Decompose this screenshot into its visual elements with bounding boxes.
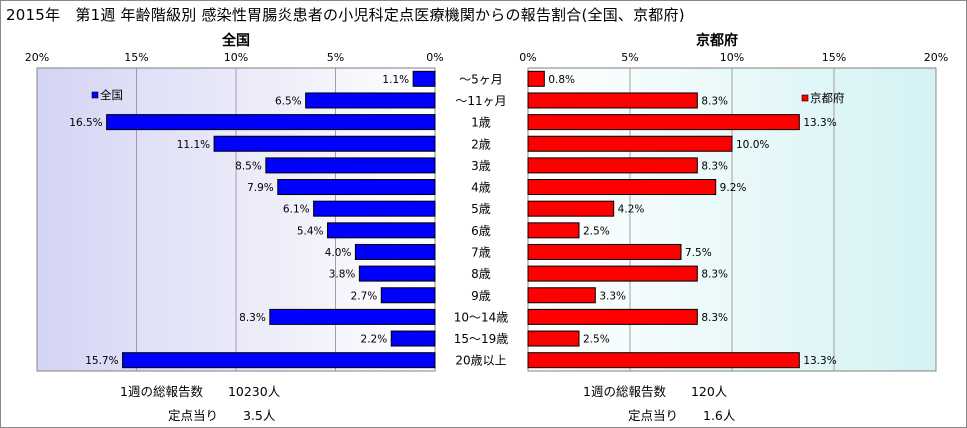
national-data-label: 8.5% — [235, 160, 262, 172]
national-data-label: 2.2% — [361, 334, 388, 346]
kyoto-panel: 0% 5% 10% 15% 20% 京都府 0.8% 8.3% 13.3% 10.0% 8.3% 9.… — [519, 32, 948, 372]
national-bar — [213, 135, 436, 152]
kyoto-bar — [527, 265, 698, 282]
kyoto-data-label: 8.3% — [701, 95, 728, 107]
kyoto-data-label: 2.5% — [583, 334, 610, 346]
national-data-label: 3.8% — [329, 269, 356, 281]
kyoto-bar — [527, 92, 698, 109]
national-bar — [122, 352, 436, 369]
national-bar — [412, 70, 436, 87]
kyoto-tick-label: 5% — [621, 51, 638, 64]
national-data-label: 2.7% — [351, 290, 378, 302]
national-legend-swatch — [91, 91, 99, 99]
kyoto-tick-label: 10% — [720, 51, 744, 64]
kyoto-data-label: 8.3% — [701, 269, 728, 281]
kyoto-data-label: 7.5% — [685, 247, 712, 259]
kyoto-data-label: 10.0% — [736, 139, 769, 151]
national-tick-label: 20% — [25, 51, 49, 64]
kyoto-tick-label: 20% — [924, 51, 948, 64]
kyoto-legend-swatch — [801, 94, 809, 102]
national-data-label: 4.0% — [325, 247, 352, 259]
kyoto-data-label: 8.3% — [701, 160, 728, 172]
kyoto-tick-label: 15% — [822, 51, 846, 64]
kyoto-bar — [527, 287, 596, 304]
national-panel-title: 全国 — [221, 32, 250, 49]
kyoto-data-label: 13.3% — [803, 117, 836, 129]
category-label: 20歳以上 — [455, 354, 506, 368]
category-label: ～5ヶ月 — [459, 72, 503, 86]
kyoto-data-label: 0.8% — [548, 74, 575, 86]
national-total-reports: 1週の総報告数 10230人 — [120, 384, 281, 399]
national-legend-label: 全国 — [100, 88, 123, 102]
national-data-label: 8.3% — [239, 312, 266, 324]
category-label: 1歳 — [471, 116, 491, 130]
national-data-label: 7.9% — [247, 182, 274, 194]
national-tick-label: 15% — [124, 51, 148, 64]
national-bar — [390, 330, 436, 347]
kyoto-bar — [527, 330, 580, 347]
kyoto-legend: 京都府 — [801, 91, 845, 105]
kyoto-bar — [527, 114, 800, 131]
kyoto-total-reports: 1週の総報告数 120人 — [583, 384, 728, 399]
kyoto-panel-title: 京都府 — [696, 32, 738, 49]
category-label: 8歳 — [471, 267, 491, 281]
national-bar — [354, 243, 436, 260]
kyoto-bar — [527, 179, 717, 196]
kyoto-per-site: 定点当り 1.6人 — [628, 408, 736, 423]
national-data-label: 6.5% — [275, 95, 302, 107]
national-bar — [106, 114, 436, 131]
category-label: 5歳 — [471, 202, 491, 216]
national-data-label: 15.7% — [85, 355, 118, 367]
national-bar — [265, 157, 436, 174]
national-bar — [305, 92, 436, 109]
page-title: 2015年 第1週 年齢階級別 感染性胃腸炎患者の小児科定点医療機関からの報告割… — [6, 6, 685, 24]
kyoto-bar — [527, 135, 733, 152]
kyoto-bar — [527, 70, 545, 87]
national-legend: 全国 — [91, 88, 123, 102]
kyoto-bar — [527, 243, 682, 260]
national-data-label: 11.1% — [177, 139, 210, 151]
category-label: 10～14歳 — [454, 310, 509, 324]
national-data-label: 16.5% — [69, 117, 102, 129]
kyoto-bar — [527, 222, 580, 239]
national-data-label: 6.1% — [283, 204, 310, 216]
kyoto-data-label: 8.3% — [701, 312, 728, 324]
national-bar — [277, 179, 436, 196]
national-tick-label: 10% — [224, 51, 248, 64]
national-tick-label: 0% — [426, 51, 443, 64]
national-bar — [327, 222, 436, 239]
kyoto-bar — [527, 308, 698, 325]
national-data-label: 5.4% — [297, 225, 324, 237]
national-panel: 20% 15% 10% 5% 0% 全国 1.1% 6.5% 16.5% 11.1% 8.5% 7.9… — [25, 32, 444, 372]
category-label: 3歳 — [471, 159, 491, 173]
kyoto-legend-label: 京都府 — [810, 91, 845, 105]
category-label: 4歳 — [471, 181, 491, 195]
national-bar — [358, 265, 436, 282]
kyoto-data-label: 4.2% — [618, 204, 645, 216]
national-bar — [380, 287, 436, 304]
national-tick-label: 5% — [327, 51, 344, 64]
category-label: 6歳 — [471, 224, 491, 238]
kyoto-bar — [527, 352, 800, 369]
category-label: 2歳 — [471, 137, 491, 151]
kyoto-tick-label: 0% — [519, 51, 536, 64]
national-bar — [313, 200, 436, 217]
category-label: ～11ヶ月 — [455, 94, 506, 108]
national-per-site: 定点当り 3.5人 — [168, 408, 276, 423]
kyoto-data-label: 3.3% — [599, 290, 626, 302]
national-data-label: 1.1% — [382, 74, 409, 86]
national-bar — [269, 308, 436, 325]
category-label: 15～19歳 — [454, 332, 509, 346]
category-label: 7歳 — [471, 245, 491, 259]
kyoto-bar — [527, 157, 698, 174]
kyoto-data-label: 13.3% — [803, 355, 836, 367]
kyoto-bar — [527, 200, 615, 217]
category-label: 9歳 — [471, 289, 491, 303]
kyoto-data-label: 2.5% — [583, 225, 610, 237]
kyoto-data-label: 9.2% — [720, 182, 747, 194]
